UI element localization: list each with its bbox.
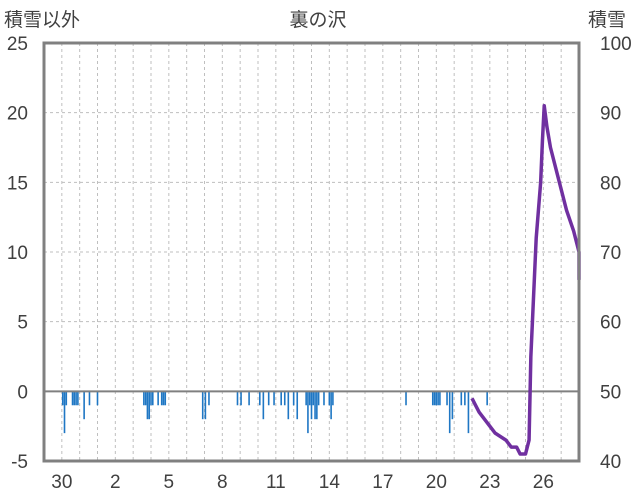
- bar: [437, 391, 439, 406]
- x-tick-label: 17: [372, 472, 393, 493]
- bar: [236, 391, 239, 406]
- bar: [75, 391, 77, 406]
- bar: [151, 391, 154, 406]
- bar: [330, 391, 332, 420]
- bar: [307, 391, 309, 434]
- right-tick-label: 80: [600, 173, 621, 194]
- x-tick-label: 20: [426, 472, 447, 493]
- x-tick-label: 14: [319, 472, 341, 493]
- bar-series: [61, 391, 488, 434]
- bar: [267, 391, 270, 406]
- snow-depth-line: [470, 103, 581, 456]
- x-tick-label: 23: [479, 472, 500, 493]
- bar: [287, 391, 290, 420]
- bar: [435, 391, 438, 406]
- bar: [280, 391, 282, 406]
- bar: [292, 391, 295, 406]
- right-tick-label: 100: [600, 34, 632, 55]
- bar: [467, 391, 470, 434]
- bar: [144, 391, 147, 406]
- x-tick-label: 30: [51, 472, 72, 493]
- left-tick-label: 0: [17, 382, 28, 403]
- bar: [323, 391, 325, 406]
- chart-title: 裏の沢: [289, 9, 346, 31]
- right-axis-ticks: 100 90 80 70 60 50 40: [600, 34, 632, 473]
- bar: [148, 391, 151, 420]
- bar: [248, 391, 250, 406]
- x-tick-label: 5: [164, 472, 175, 493]
- left-axis-ticks: 25 20 15 10 5 0 -5: [7, 34, 28, 473]
- bar: [433, 391, 436, 406]
- right-tick-label: 70: [600, 243, 621, 264]
- left-tick-label: 5: [17, 313, 28, 334]
- bar: [312, 391, 315, 406]
- bar: [150, 391, 152, 406]
- bar: [88, 391, 91, 406]
- bar: [273, 391, 275, 406]
- bar: [328, 391, 331, 406]
- bar: [296, 391, 299, 420]
- bar: [73, 391, 76, 406]
- bar: [314, 391, 316, 420]
- bar: [283, 391, 286, 406]
- bar: [96, 391, 99, 406]
- bar: [446, 391, 448, 406]
- left-tick-label: 15: [7, 173, 28, 194]
- bar: [162, 391, 165, 406]
- right-tick-label: 50: [600, 382, 621, 403]
- bar: [305, 391, 307, 406]
- left-tick-label: 25: [7, 34, 28, 55]
- bar: [317, 391, 320, 406]
- bar: [431, 391, 434, 406]
- right-tick-label: 90: [600, 104, 621, 125]
- plot-frame: [42, 41, 581, 463]
- x-tick-label: 11: [266, 472, 286, 493]
- bar: [164, 391, 167, 406]
- left-tick-label: -5: [11, 452, 28, 473]
- bar: [240, 391, 242, 406]
- left-axis-label: 積雪以外: [4, 9, 80, 31]
- right-tick-label: 40: [600, 452, 621, 473]
- bar: [258, 391, 261, 406]
- bar: [160, 391, 163, 406]
- bar: [439, 391, 441, 406]
- bar: [405, 391, 407, 406]
- bar: [460, 391, 463, 406]
- left-tick-label: 10: [7, 243, 28, 264]
- bar: [65, 391, 68, 406]
- bar: [83, 391, 85, 420]
- bar: [464, 391, 466, 406]
- bar: [61, 391, 64, 406]
- bar: [63, 391, 66, 434]
- bar: [262, 391, 265, 420]
- bar: [486, 391, 488, 406]
- bar: [201, 391, 204, 420]
- right-tick-label: 60: [600, 313, 621, 334]
- bar: [204, 391, 207, 420]
- bar: [451, 391, 454, 420]
- bar: [208, 391, 210, 406]
- x-tick-label: 2: [110, 472, 121, 493]
- bar: [448, 391, 451, 434]
- bar: [316, 391, 318, 420]
- bar: [308, 391, 311, 406]
- bar: [146, 391, 149, 420]
- x-tick-label: 26: [533, 472, 554, 493]
- x-axis-ticks: 30 2 5 8 11 14 17 20 23 26: [51, 472, 554, 493]
- right-axis-label: 積雪: [588, 9, 626, 31]
- x-tick-label: 8: [217, 472, 228, 493]
- bar: [71, 391, 74, 406]
- bar: [310, 391, 313, 420]
- bar: [157, 391, 159, 406]
- bar: [332, 391, 334, 406]
- bar: [143, 391, 145, 406]
- left-tick-label: 20: [7, 104, 28, 125]
- bar: [77, 391, 79, 406]
